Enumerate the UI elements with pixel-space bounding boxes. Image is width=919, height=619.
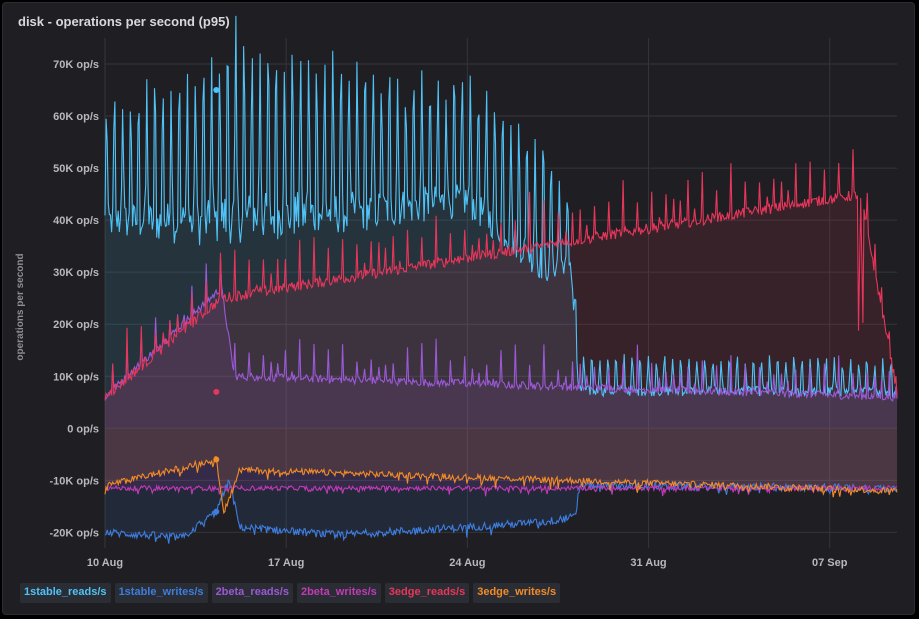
legend-item[interactable]: 1stable_reads/s: [20, 583, 111, 603]
y-tick-label: 10K op/s: [53, 371, 99, 383]
legend-item[interactable]: 2beta_reads/s: [211, 583, 293, 603]
x-tick-label: 10 Aug: [87, 557, 123, 569]
hover-point: [213, 388, 220, 395]
hover-point: [213, 87, 220, 94]
x-tick-label: 17 Aug: [268, 557, 304, 569]
y-tick-label: 50K op/s: [53, 163, 99, 175]
area-3edge-reads-s: [105, 149, 897, 429]
y-axis-label: operations per second: [15, 253, 26, 360]
series-areas: [105, 15, 897, 544]
x-tick-label: 24 Aug: [449, 557, 485, 569]
y-tick-label: 60K op/s: [53, 111, 99, 123]
area-1stable-reads-s: [105, 15, 897, 429]
line-2beta-writes-s[interactable]: [104, 483, 898, 497]
y-tick-label: 30K op/s: [53, 267, 99, 279]
y-tick-label: 0 op/s: [67, 423, 99, 435]
area-3edge-writes-s: [105, 428, 897, 513]
line-3edge-reads-s[interactable]: [104, 149, 898, 401]
x-tick-label: 07 Sep: [812, 557, 848, 569]
y-tick-label: 70K op/s: [53, 59, 99, 71]
legend: 1stable_reads/s 1stable_writes/s 2beta_rea…: [20, 583, 561, 603]
y-tick-label: 40K op/s: [53, 215, 99, 227]
legend-item[interactable]: 1stable_writes/s: [114, 583, 208, 603]
legend-item[interactable]: 3edge_reads/s: [384, 583, 470, 603]
area-1stable-writes-s: [105, 428, 897, 544]
y-tick-label: -10K op/s: [49, 475, 99, 487]
series-lines: [104, 15, 898, 544]
x-tick-label: 31 Aug: [630, 557, 666, 569]
hover-point: [213, 456, 220, 463]
grid: [104, 38, 897, 548]
line-3edge-writes-s[interactable]: [104, 455, 898, 515]
axis-ticks: 70K op/s 60K op/s 50K op/s 40K op/s 30K op/s…: [49, 59, 847, 569]
legend-item[interactable]: 2beta_writes/s: [296, 583, 381, 603]
line-2beta-reads-s[interactable]: [104, 258, 898, 402]
area-2beta-writes-s: [105, 428, 897, 497]
y-tick-label: -20K op/s: [49, 527, 99, 539]
panel-title[interactable]: disk - operations per second (p95): [18, 14, 230, 29]
legend-item[interactable]: 3edge_writes/s: [473, 583, 561, 603]
hover-point: [213, 508, 220, 515]
y-tick-label: 20K op/s: [53, 319, 99, 331]
area-2beta-reads-s: [105, 258, 897, 429]
